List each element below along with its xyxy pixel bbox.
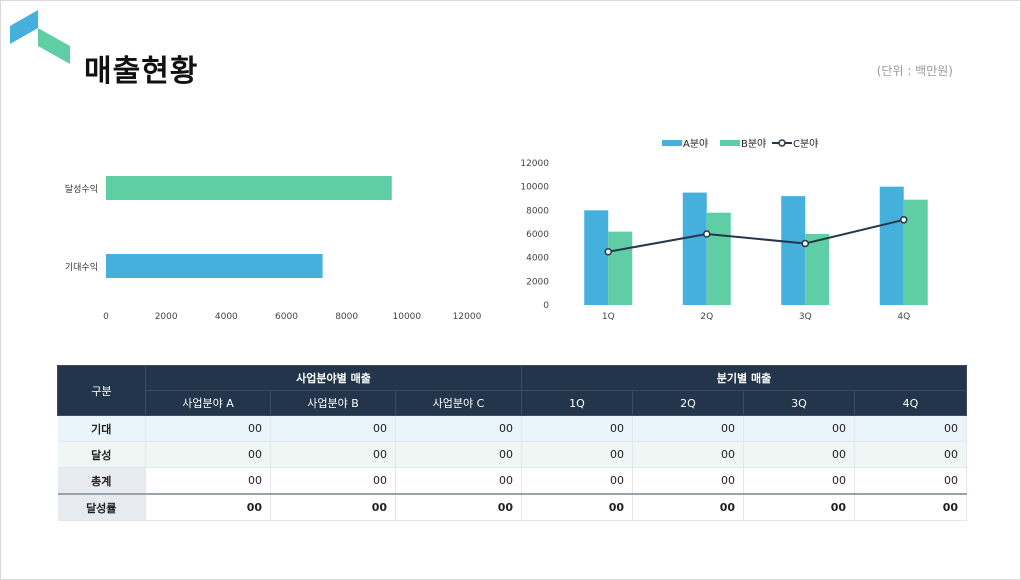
- combo-y-tick-label: 10000: [520, 183, 549, 193]
- table-cell: 00: [854, 441, 968, 468]
- hbar-x-tick-label: 12000: [453, 312, 482, 322]
- table-row-plan: 기대 00 00 00 00 00 00 00: [57, 415, 968, 442]
- combo-line-point: [900, 216, 908, 224]
- combo-line-point: [604, 248, 612, 256]
- combo-x-tick-label: 4Q: [897, 312, 910, 322]
- combo-bar-a: [682, 192, 707, 305]
- group-header-business: 사업분야별 매출: [144, 365, 523, 391]
- legend-label: C분야: [793, 138, 818, 150]
- hbar-x-tick-label: 10000: [393, 312, 422, 322]
- table-cell: 00: [270, 493, 396, 521]
- table-cell: 00: [145, 493, 271, 521]
- table-cell: 00: [270, 415, 396, 442]
- table-row-total: 총계 00 00 00 00 00 00 00: [57, 467, 968, 495]
- table-cell: 00: [395, 493, 523, 521]
- combo-line-point: [703, 230, 711, 238]
- combo-x-tick-label: 1Q: [602, 312, 615, 322]
- hbar-x-tick-label: 8000: [335, 312, 358, 322]
- row-label: 기대: [57, 415, 146, 442]
- combo-y-tick-label: 8000: [526, 206, 549, 216]
- table-cell: 00: [632, 467, 745, 495]
- table-cell: 00: [145, 467, 271, 495]
- combo-y-tick-label: 0: [543, 301, 549, 311]
- col-header-1q: 1Q: [521, 390, 634, 416]
- group-header-quarterly: 분기별 매출: [521, 365, 968, 391]
- table-corner-header: 구분: [57, 365, 146, 416]
- hbar-category-label: 달성수익: [65, 183, 98, 195]
- hbar-x-tick-label: 4000: [215, 312, 238, 322]
- table-cell: 00: [743, 467, 856, 495]
- legend-label: B분야: [741, 138, 766, 150]
- col-header-3q: 3Q: [743, 390, 856, 416]
- hbar-x-tick-label: 6000: [275, 312, 298, 322]
- row-label: 총계: [57, 467, 146, 495]
- page-title: 매출현황: [84, 54, 199, 89]
- table-cell: 00: [632, 441, 745, 468]
- combo-bar-b: [706, 212, 731, 305]
- combo-x-tick-label: 2Q: [700, 312, 713, 322]
- legend-swatch-b: [720, 140, 740, 146]
- table-cell: 00: [854, 415, 968, 442]
- legend-label: A분야: [683, 138, 708, 150]
- table-row-rate: 달성률 00 00 00 00 00 00 00: [57, 493, 968, 521]
- unit-label: (단위 : 백만원): [876, 64, 953, 78]
- legend-swatch-c-marker: [778, 139, 786, 147]
- table-cell: 00: [521, 441, 634, 468]
- table-cell: 00: [145, 415, 271, 442]
- combo-y-tick-label: 4000: [526, 254, 549, 264]
- table-cell: 00: [145, 441, 271, 468]
- row-label: 달성률: [57, 493, 146, 521]
- col-header-business-b: 사업분야 B: [270, 390, 396, 416]
- combo-bar-a: [781, 196, 806, 305]
- hbar-category-label: 기대수익: [65, 261, 98, 273]
- table-cell: 00: [854, 493, 968, 521]
- hbar-x-tick-label: 0: [103, 312, 109, 322]
- row-label: 달성: [57, 441, 146, 468]
- combo-line-c: [608, 218, 904, 253]
- table-row-actual: 달성 00 00 00 00 00 00 00: [57, 441, 968, 468]
- combo-bar-a: [584, 210, 609, 305]
- col-header-business-a: 사업분야 A: [145, 390, 271, 416]
- combo-chart: A분야 B분야 C분야 0 2000 4000 6000 8000 10000 12000 1Q…: [520, 138, 928, 322]
- combo-x-tick-label: 3Q: [799, 312, 812, 322]
- hbar-x-tick-label: 2000: [155, 312, 178, 322]
- col-header-business-c: 사업분야 C: [394, 390, 523, 416]
- combo-bar-b: [903, 199, 928, 305]
- combo-y-tick-label: 6000: [526, 230, 549, 240]
- col-header-2q: 2Q: [632, 390, 745, 416]
- table-cell: 00: [632, 415, 745, 442]
- combo-y-tick-label: 2000: [526, 277, 549, 287]
- hbar-achieved: [106, 176, 392, 200]
- combo-bar-b: [805, 234, 830, 305]
- legend-swatch-a: [662, 140, 682, 146]
- table-cell: 00: [743, 441, 856, 468]
- table-cell: 00: [521, 415, 634, 442]
- table-cell: 00: [521, 493, 634, 521]
- logo-icon: [10, 10, 70, 64]
- table-cell: 00: [395, 415, 523, 442]
- table-cell: 00: [743, 493, 856, 521]
- combo-bar-a: [879, 186, 904, 305]
- combo-line-point: [801, 239, 809, 248]
- combo-bar-b: [608, 231, 633, 305]
- table-cell: 00: [854, 467, 968, 495]
- table-cell: 00: [743, 415, 856, 442]
- table-cell: 00: [395, 441, 523, 468]
- table-cell: 00: [395, 467, 523, 495]
- table-cell: 00: [632, 493, 745, 521]
- table-cell: 00: [270, 441, 396, 468]
- table-cell: 00: [521, 467, 634, 495]
- sales-table: 구분 사업분야별 매출 분기별 매출 사업분야 A 사업분야 B 사업분야 C …: [57, 365, 968, 521]
- table-cell: 00: [270, 467, 396, 495]
- col-header-4q: 4Q: [854, 390, 968, 416]
- hbar-expected: [106, 254, 323, 278]
- combo-y-tick-label: 12000: [520, 159, 549, 169]
